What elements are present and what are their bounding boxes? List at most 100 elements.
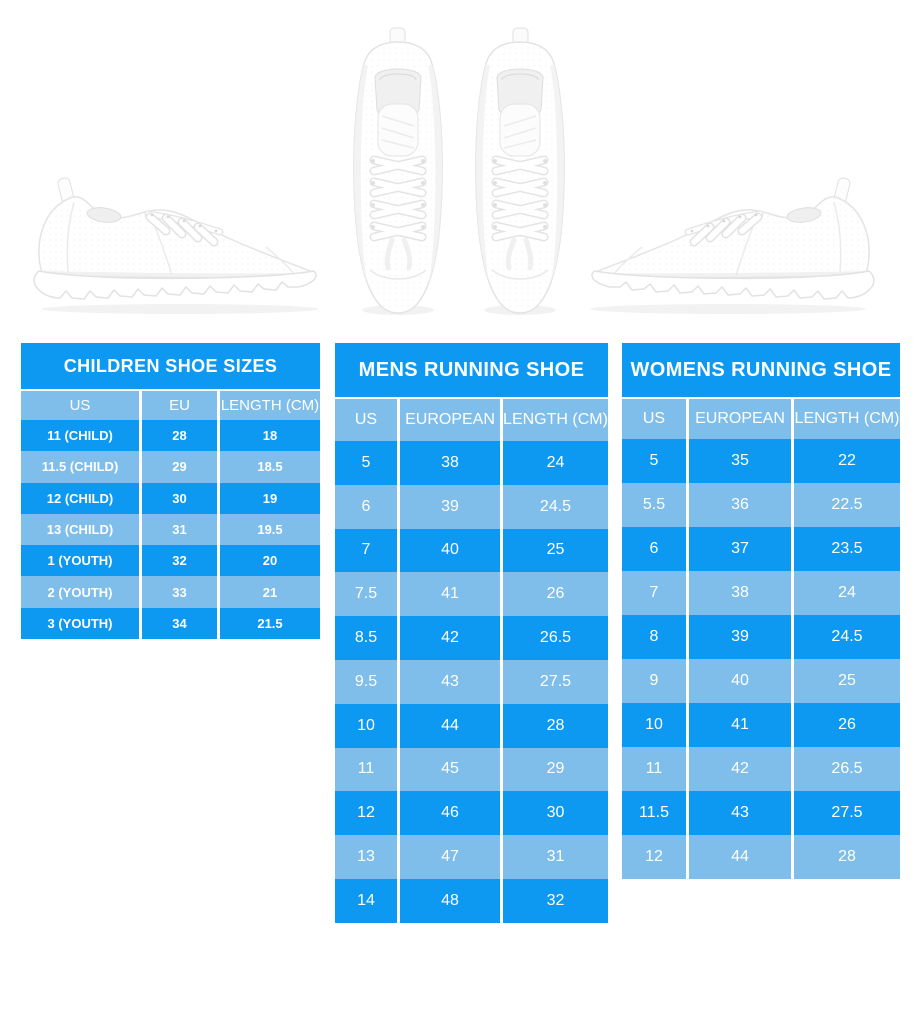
table-cell: 31 xyxy=(503,835,608,879)
table-cell: 40 xyxy=(689,659,791,703)
table-cell: 7 xyxy=(335,528,397,573)
table-cell: 5 xyxy=(622,439,686,483)
table-cell: 38 xyxy=(689,571,791,615)
column-header-cell: US xyxy=(335,399,397,441)
table-cell: 18 xyxy=(220,420,320,452)
table-cell: 35 xyxy=(689,439,791,483)
table-cell: 14 xyxy=(335,878,397,923)
table-cell: 18.5 xyxy=(220,451,320,483)
table-cell: 48 xyxy=(400,878,500,923)
table-cell: 19 xyxy=(220,482,320,514)
table-cell: 7.5 xyxy=(335,572,397,617)
table-cell: 11 xyxy=(622,747,686,791)
table-cell: 42 xyxy=(400,616,500,660)
table-cell: 33 xyxy=(142,576,217,608)
table-cell: 45 xyxy=(400,747,500,792)
table-cell: 28 xyxy=(142,420,217,452)
table-cell: 26 xyxy=(503,572,608,617)
table-cell: 21.5 xyxy=(220,607,320,640)
table-cell: 43 xyxy=(689,791,791,835)
sneaker-side-drawing xyxy=(33,177,318,314)
table-cell: 34 xyxy=(142,607,217,640)
column-header-cell: EUROPEAN xyxy=(400,399,500,441)
table-cell: 37 xyxy=(689,527,791,571)
table-grid: US EU LENGTH (CM) 11 (CHILD) 28 18 11.5 (CHILD… xyxy=(21,391,320,640)
table-cell: 28 xyxy=(794,835,900,879)
table-cell: 3 (YOUTH) xyxy=(21,607,139,640)
table-title: MENS RUNNING SHOE xyxy=(335,343,608,397)
column-header-cell: LENGTH (CM) xyxy=(220,391,320,420)
table-cell: 28 xyxy=(503,703,608,748)
table-cell: 32 xyxy=(142,545,217,577)
column-header-cell: US xyxy=(622,399,686,439)
table-cell: 47 xyxy=(400,835,500,879)
table-cell: 11 (CHILD) xyxy=(21,420,139,452)
table-cell: 44 xyxy=(400,703,500,748)
table-cell: 30 xyxy=(503,791,608,836)
table-cell: 6 xyxy=(335,484,397,529)
table-cell: 6 xyxy=(622,527,686,571)
table-cell: 27.5 xyxy=(794,791,900,835)
table-cell: 25 xyxy=(794,659,900,703)
column-header-cell: US xyxy=(21,391,139,420)
table-cell: 30 xyxy=(142,482,217,514)
table-cell: 5 xyxy=(335,441,397,485)
table-cell: 36 xyxy=(689,483,791,527)
table-cell: 26.5 xyxy=(794,747,900,791)
table-title: CHILDREN SHOE SIZES xyxy=(21,343,320,389)
table-cell: 22 xyxy=(794,439,900,483)
table-cell: 19.5 xyxy=(220,513,320,546)
sneaker-pair-drawing xyxy=(354,28,564,315)
table-cell: 24 xyxy=(794,571,900,615)
column-header-cell: EU xyxy=(142,391,217,420)
table-cell: 20 xyxy=(220,545,320,577)
table-title: WOMENS RUNNING SHOE xyxy=(622,343,900,397)
table-cell: 24 xyxy=(503,441,608,485)
table-cell: 38 xyxy=(400,441,500,485)
table-cell: 11 xyxy=(335,747,397,792)
table-grid: US EUROPEAN LENGTH (CM) 5 38 24 6 39 24.5 7 40 25 7.… xyxy=(335,399,608,923)
table-cell: 22.5 xyxy=(794,483,900,527)
womens-running-shoe-table: WOMENS RUNNING SHOE US EUROPEAN LENGTH (CM)… xyxy=(622,343,900,879)
table-cell: 39 xyxy=(400,484,500,529)
table-cell: 21 xyxy=(220,576,320,608)
table-cell: 26 xyxy=(794,703,900,747)
table-cell: 8 xyxy=(622,615,686,659)
table-cell: 23.5 xyxy=(794,527,900,571)
table-cell: 27.5 xyxy=(503,659,608,704)
table-cell: 39 xyxy=(689,615,791,659)
children-shoe-sizes-table: CHILDREN SHOE SIZES US EU LENGTH (CM) 11 (CH… xyxy=(21,343,320,640)
table-cell: 10 xyxy=(622,703,686,747)
table-cell: 10 xyxy=(335,703,397,748)
table-cell: 9 xyxy=(622,659,686,703)
table-cell: 29 xyxy=(503,747,608,792)
table-cell: 13 xyxy=(335,835,397,879)
column-header-cell: LENGTH (CM) xyxy=(794,399,900,439)
table-cell: 9.5 xyxy=(335,659,397,704)
sneaker-side-view-right-image xyxy=(583,172,878,317)
table-cell: 31 xyxy=(142,513,217,546)
table-cell: 13 (CHILD) xyxy=(21,513,139,546)
table-cell: 44 xyxy=(689,835,791,879)
table-cell: 11.5 (CHILD) xyxy=(21,451,139,483)
column-header-cell: LENGTH (CM) xyxy=(503,399,608,441)
mens-running-shoe-table: MENS RUNNING SHOE US EUROPEAN LENGTH (CM) 5 3… xyxy=(335,343,608,923)
table-cell: 41 xyxy=(400,572,500,617)
table-cell: 46 xyxy=(400,791,500,836)
table-cell: 42 xyxy=(689,747,791,791)
table-cell: 41 xyxy=(689,703,791,747)
table-cell: 12 xyxy=(335,791,397,836)
table-cell: 26.5 xyxy=(503,616,608,660)
table-cell: 12 xyxy=(622,835,686,879)
table-cell: 11.5 xyxy=(622,791,686,835)
sneaker-side-drawing-mirrored xyxy=(590,177,875,314)
table-cell: 5.5 xyxy=(622,483,686,527)
table-cell: 24.5 xyxy=(503,484,608,529)
table-cell: 43 xyxy=(400,659,500,704)
column-header-cell: EUROPEAN xyxy=(689,399,791,439)
sneaker-pair-top-view-image xyxy=(340,22,578,320)
table-cell: 1 (YOUTH) xyxy=(21,545,139,577)
table-cell: 7 xyxy=(622,571,686,615)
table-cell: 2 (YOUTH) xyxy=(21,576,139,608)
